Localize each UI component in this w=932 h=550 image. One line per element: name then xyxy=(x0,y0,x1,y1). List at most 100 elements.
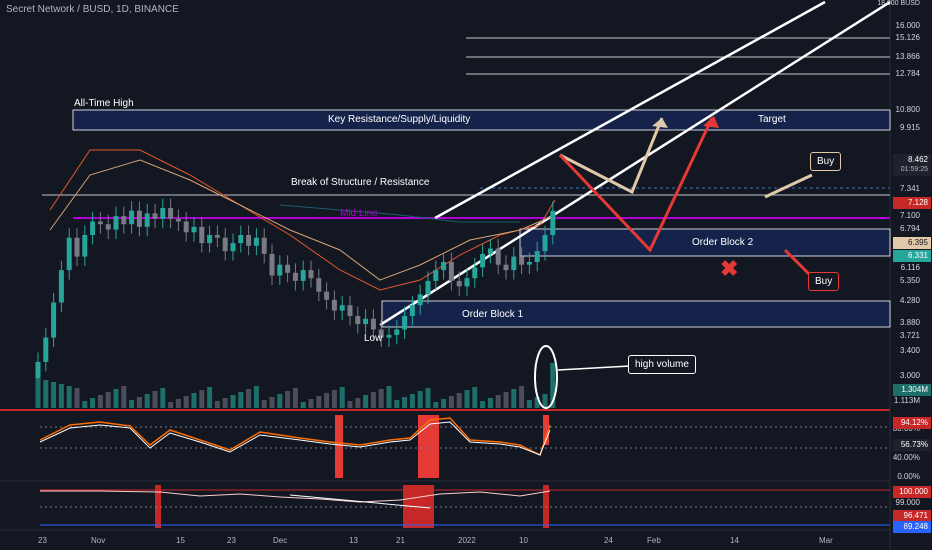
volume-bar xyxy=(105,392,111,408)
volume-bar xyxy=(363,395,369,408)
axis-label: 4.280 xyxy=(899,296,920,305)
candle-body xyxy=(347,305,353,316)
axis-label: 6.794 xyxy=(899,224,920,233)
candle-body xyxy=(58,270,64,303)
volume-bar xyxy=(35,378,41,408)
volume-bar xyxy=(308,399,314,408)
candle-body xyxy=(511,256,517,271)
candle-body xyxy=(191,226,197,233)
order-block-2-zone xyxy=(519,228,891,257)
axis-label: 7.341 xyxy=(899,184,920,193)
ma-line-1 xyxy=(49,149,556,291)
break-of-structure-label: Break of Structure / Resistance xyxy=(291,177,430,188)
volume-bar xyxy=(519,386,525,408)
volume-bar xyxy=(347,401,353,408)
candle-body xyxy=(550,210,556,235)
candle-body xyxy=(129,210,135,225)
volume-bar xyxy=(113,389,119,408)
candle-body xyxy=(183,221,189,233)
candle-body xyxy=(339,305,345,311)
candle-body xyxy=(121,216,127,225)
stoch-tag: 56.73% xyxy=(893,439,931,451)
volume-bar xyxy=(425,388,431,408)
rsi-panel xyxy=(39,415,890,478)
candle-body xyxy=(230,243,236,252)
candles-group xyxy=(35,198,556,388)
volume-bar xyxy=(144,394,150,408)
volume-bar xyxy=(82,401,88,408)
candle-body xyxy=(246,235,252,246)
volume-bar xyxy=(66,386,72,408)
time-label: 13 xyxy=(349,536,358,545)
volume-tag: 1.304M xyxy=(893,384,931,396)
countdown-tag: 01:59:25 xyxy=(893,164,931,176)
volume-bar xyxy=(409,394,415,408)
target-label: Target xyxy=(758,114,786,125)
axis-label: 13.866 xyxy=(895,52,920,61)
candle-body xyxy=(542,235,548,252)
candle-body xyxy=(480,253,486,268)
symbol-header[interactable]: Secret Network / BUSD, 1D, BINANCE xyxy=(6,4,179,15)
candle-body xyxy=(472,267,478,279)
buy-lower-arrow xyxy=(783,248,812,277)
current-price-tag: 8.462 xyxy=(893,154,931,166)
volume-bar xyxy=(246,389,252,408)
volume-bar xyxy=(370,392,376,408)
candle-body xyxy=(168,208,174,219)
time-label: 10 xyxy=(519,536,528,545)
volume-bar xyxy=(433,402,439,408)
order-block-1-label: Order Block 1 xyxy=(462,309,524,320)
all-time-high-label: All-Time High xyxy=(74,98,134,109)
time-label: 21 xyxy=(396,536,405,545)
axis-label: 5.350 xyxy=(899,276,920,285)
axis-label: 15.126 xyxy=(895,33,920,42)
candle-body xyxy=(74,237,80,257)
channel-lower-line xyxy=(379,0,891,327)
volume-bar xyxy=(495,395,501,408)
candle-body xyxy=(378,329,384,338)
candle-body xyxy=(417,294,423,306)
volume-bar xyxy=(300,402,306,408)
candle-body xyxy=(222,237,228,252)
candle-body xyxy=(394,329,400,335)
candle-body xyxy=(152,213,158,219)
candle-body xyxy=(363,318,369,325)
volume-bar xyxy=(74,388,80,408)
volume-bar xyxy=(511,389,517,408)
order-block-2-label: Order Block 2 xyxy=(692,237,754,248)
time-label: Dec xyxy=(273,536,288,545)
volume-bar xyxy=(199,390,205,408)
volume-bar xyxy=(183,396,189,408)
ind3-mid-tag: 96.471 xyxy=(893,510,931,522)
projection-arrow-2 xyxy=(703,116,719,128)
ma-line-2 xyxy=(49,159,556,281)
volume-bar xyxy=(253,386,259,408)
candle-body xyxy=(487,248,493,254)
ind3-bottom-tag: 89.248 xyxy=(893,521,931,533)
volume-bar xyxy=(175,399,181,408)
mid-line-label: Mid Line xyxy=(340,208,378,219)
volume-bar xyxy=(464,390,470,408)
order-block-1-zone xyxy=(381,300,891,328)
candle-body xyxy=(425,280,431,295)
candle-body xyxy=(261,237,267,254)
volume-bar xyxy=(214,401,220,408)
candle-body xyxy=(113,216,119,230)
candle-body xyxy=(97,221,103,225)
candle-body xyxy=(464,278,470,287)
candle-body xyxy=(308,270,314,279)
key-resistance-zone xyxy=(72,109,891,131)
axis-label: 6.116 xyxy=(900,263,920,272)
time-label: 2022 xyxy=(458,536,476,545)
volume-bar xyxy=(58,384,64,408)
axis-label: 9.915 xyxy=(899,123,920,132)
time-label: 15 xyxy=(176,536,185,545)
volume-bar xyxy=(542,394,548,408)
volume-bar xyxy=(526,400,532,408)
volume-bar xyxy=(448,396,454,408)
axis-label: 99.000 xyxy=(895,498,920,507)
candle-body xyxy=(160,208,166,219)
high-volume-ellipse xyxy=(534,345,558,409)
candle-body xyxy=(331,299,337,311)
